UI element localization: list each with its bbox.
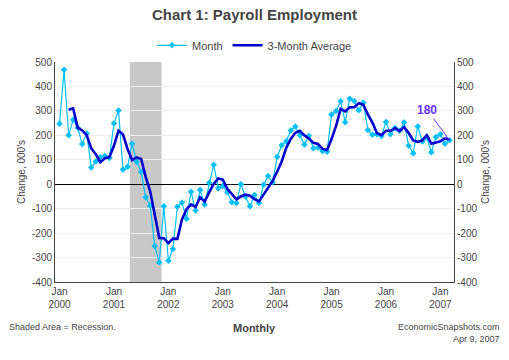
svg-text:Jan2007: Jan2007 [429,286,452,310]
svg-text:Change, 000's: Change, 000's [480,140,491,204]
svg-text:400: 400 [457,81,474,92]
svg-text:Jan2002: Jan2002 [157,286,180,310]
svg-text:Shaded Area = Recession.: Shaded Area = Recession. [9,322,116,332]
svg-text:-400: -400 [457,277,477,288]
svg-text:-300: -300 [457,252,477,263]
svg-text:400: 400 [35,81,52,92]
svg-text:Chart 1: Payroll Employment: Chart 1: Payroll Employment [152,6,357,23]
svg-text:300: 300 [35,105,52,116]
svg-text:-400: -400 [32,277,52,288]
svg-text:0: 0 [46,179,52,190]
svg-text:-200: -200 [457,228,477,239]
svg-text:-100: -100 [32,203,52,214]
svg-text:3-Month Average: 3-Month Average [268,40,352,52]
svg-text:-100: -100 [457,203,477,214]
svg-text:100: 100 [457,154,474,165]
svg-text:Jan2001: Jan2001 [103,286,126,310]
svg-text:Jan2005: Jan2005 [320,286,343,310]
svg-text:180: 180 [417,103,437,117]
svg-text:Jan2000: Jan2000 [48,286,71,310]
svg-text:Month: Month [192,40,223,52]
svg-text:-300: -300 [32,252,52,263]
svg-text:-200: -200 [32,228,52,239]
svg-text:Jan2004: Jan2004 [266,286,289,310]
svg-text:Change, 000's: Change, 000's [16,140,27,204]
svg-text:300: 300 [457,105,474,116]
svg-text:Jan2003: Jan2003 [212,286,235,310]
svg-text:Monthly: Monthly [233,322,276,334]
svg-text:500: 500 [35,57,52,68]
svg-text:EconomicSnapshots.comApr 9, 20: EconomicSnapshots.comApr 9, 2007 [398,322,500,344]
svg-text:200: 200 [35,130,52,141]
svg-text:0: 0 [457,179,463,190]
svg-text:500: 500 [457,57,474,68]
svg-text:100: 100 [35,154,52,165]
svg-text:Jan2006: Jan2006 [375,286,398,310]
svg-text:200: 200 [457,130,474,141]
